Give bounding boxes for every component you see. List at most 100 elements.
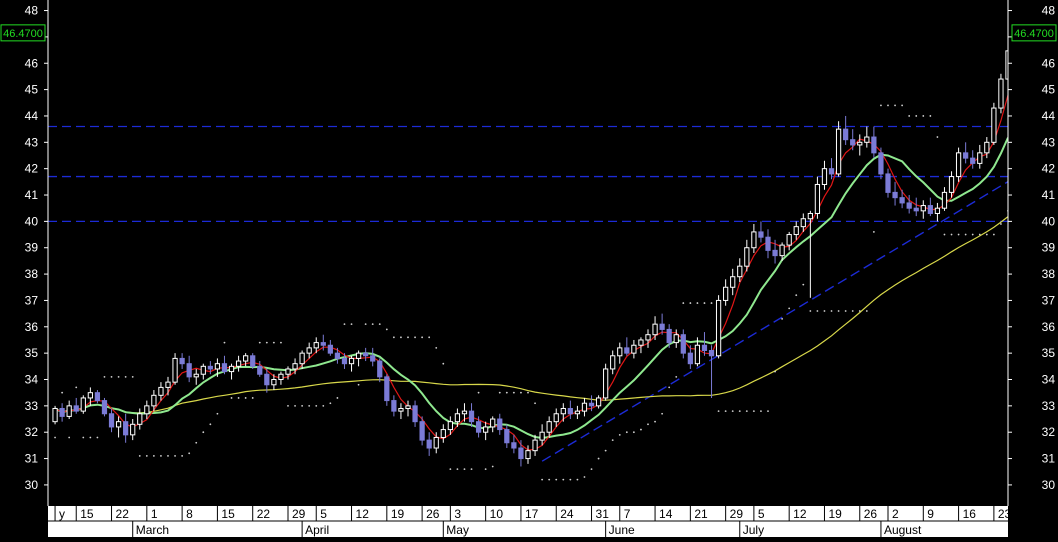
candle-body: [257, 365, 263, 375]
sar-dot: [160, 455, 162, 457]
y-tick-label: 32: [25, 425, 39, 439]
price-tag-right-box: [1011, 24, 1057, 42]
x-day-label: 31: [596, 507, 610, 521]
candle-body: [151, 394, 157, 407]
sar-dot: [505, 391, 508, 394]
x-month-label: July: [743, 523, 764, 537]
candle-body: [193, 373, 199, 378]
sar-dot: [752, 410, 755, 413]
sar-dot: [802, 283, 805, 286]
sar-dot: [978, 233, 981, 236]
candle-body: [447, 421, 453, 431]
candle-body: [130, 423, 136, 436]
sar-dot: [724, 410, 727, 413]
sar-dot: [901, 104, 904, 107]
sar-dot: [400, 336, 402, 339]
sar-dot: [484, 468, 487, 471]
candle-body: [525, 450, 531, 460]
candle-body: [807, 212, 813, 220]
candle-body: [539, 431, 545, 441]
sar-dot: [1000, 223, 1002, 225]
sar-dot: [223, 341, 226, 344]
sar-dot: [68, 436, 71, 439]
y-tick-label: 39: [25, 241, 39, 255]
candle-body: [588, 402, 595, 407]
y-tick-label-right: 35: [1042, 346, 1056, 360]
x-day-label: 3: [454, 507, 461, 521]
sar-dot: [407, 336, 409, 339]
x-day-label: 16: [963, 507, 977, 521]
sar-dot: [541, 478, 544, 481]
candle-body: [723, 286, 729, 301]
sar-dot: [89, 436, 92, 439]
sar-dot: [625, 431, 628, 434]
candle-body: [843, 128, 849, 141]
x-day-label: 19: [391, 507, 405, 521]
y-tick-label: 38: [25, 267, 39, 281]
candle-body: [553, 413, 559, 423]
sar-dot: [830, 310, 833, 312]
y-tick-label: 35: [25, 346, 39, 360]
candle-body: [221, 363, 228, 373]
sar-dot: [851, 310, 854, 312]
candle-body: [991, 107, 997, 143]
sar-dot: [710, 302, 713, 304]
sar-dot: [54, 436, 56, 439]
candle-body: [271, 379, 277, 386]
y-tick-label-right: 46: [1042, 56, 1056, 70]
sar-dot: [131, 375, 134, 378]
sar-dot: [251, 397, 254, 399]
candle-body: [871, 136, 877, 154]
candle-body: [828, 168, 835, 175]
sar-dot: [414, 336, 416, 339]
x-day-label: 12: [793, 507, 807, 521]
sar-dot: [992, 233, 995, 236]
sar-dot: [760, 410, 762, 413]
y-axis-panel-right: [1008, 0, 1058, 537]
sar-dot: [894, 104, 896, 107]
sar-dot: [280, 341, 282, 344]
candle-body: [998, 78, 1004, 109]
candle-body: [313, 342, 319, 349]
y-tick-label: 33: [25, 399, 39, 413]
y-tick-label: 37: [25, 293, 39, 307]
candle-body: [59, 407, 65, 417]
sar-dot: [696, 302, 699, 304]
y-tick-label-right: 40: [1042, 214, 1056, 228]
candle-body: [504, 429, 510, 444]
sar-dot: [731, 410, 734, 413]
sar-dot: [703, 302, 706, 304]
candle-body: [850, 139, 856, 146]
sar-dot: [152, 455, 155, 457]
sar-dot: [308, 404, 311, 407]
sar-dot: [661, 412, 664, 415]
candle-body: [101, 400, 108, 415]
candle-body: [977, 152, 983, 164]
sar-dot: [343, 323, 346, 326]
sar-dot: [823, 310, 826, 312]
candle-body: [920, 205, 926, 212]
candle-body: [751, 231, 757, 249]
sar-dot: [336, 397, 339, 399]
x-day-label: 12: [356, 507, 370, 521]
candle-body: [165, 381, 171, 388]
y-tick-label: 36: [25, 320, 39, 334]
y-axis-panel-left: [0, 0, 48, 537]
sar-dot: [795, 294, 798, 297]
y-tick-label-right: 34: [1042, 373, 1056, 387]
candle-body: [87, 392, 93, 399]
candle-body: [793, 226, 799, 236]
candle-body: [610, 355, 616, 370]
sar-dot: [435, 346, 438, 349]
candle-body: [835, 128, 842, 175]
sar-dot: [604, 449, 607, 452]
price-tag-left: 46.4700: [3, 28, 43, 40]
candle-body: [66, 405, 72, 417]
candle-body: [595, 397, 602, 407]
sar-dot: [929, 115, 932, 117]
y-tick-label-right: 32: [1042, 425, 1056, 439]
sar-dot: [985, 233, 988, 236]
sar-dot: [195, 441, 198, 444]
candle-body: [772, 249, 778, 257]
